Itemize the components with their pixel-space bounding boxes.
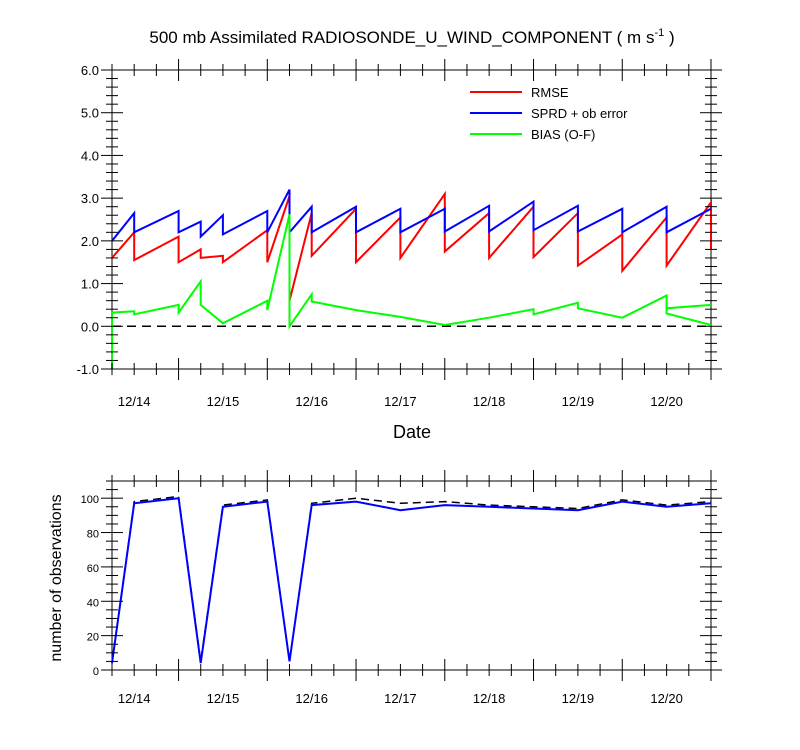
x-tick-label: 12/15 [207,394,240,409]
y-tick-label: 100 [81,494,99,506]
y-tick-label: 5.0 [81,106,99,121]
y-tick-label: 80 [87,529,99,541]
legend: RMSE SPRD + ob error BIAS (O-F) [470,85,628,142]
chart-title-close: ) [664,28,674,47]
x-tick-label: 12/16 [295,394,328,409]
y-tick-label: 0.0 [81,319,99,334]
x-tick-label: 12/17 [384,691,417,706]
x-axis-label: Date [393,422,431,442]
x-tick-label: 12/18 [473,691,506,706]
x-tick-label: 12/19 [562,394,595,409]
x-tick-label: 12/14 [118,394,151,409]
chart-title-main: 500 mb Assimilated RADIOSONDE_U_WIND_COM… [149,28,654,47]
y-tick-label: 20 [87,632,99,644]
x-tick-label: 12/14 [118,691,151,706]
y-tick-label: 4.0 [81,148,99,163]
y-tick-label: 2.0 [81,234,99,249]
y-tick-label: 1.0 [81,277,99,292]
series-line-used [111,497,712,664]
series-line-sprd-ob-error [111,189,712,242]
chart-title-exponent: -1 [654,27,664,39]
x-tick-label: 12/15 [207,691,240,706]
y-tick-label: -1.0 [77,362,99,377]
x-tick-label: 12/17 [384,394,417,409]
y-tick-label: 60 [87,563,99,575]
legend-label: RMSE [531,85,569,100]
y-axis-label-bottom: number of observations [48,494,65,661]
x-tick-label: 12/19 [562,691,595,706]
series-line-rmse [111,190,712,301]
bottom-panel: 0 20 40 60 80 100 12/14 12/15 12/16 12/17 12/18 12/… [81,470,722,706]
x-tick-label: 12/16 [295,691,328,706]
y-tick-label: 0 [93,666,99,678]
series-line-bias-o-f- [111,214,712,369]
x-tick-label: 12/20 [650,394,683,409]
x-tick-label: 12/20 [650,691,683,706]
legend-label: BIAS (O-F) [531,127,595,142]
series-line-bias-tail [665,304,712,326]
y-tick-label: 6.0 [81,63,99,78]
x-tick-label: 12/18 [473,394,506,409]
series-line-possible [111,495,712,664]
y-tick-label: 40 [87,597,99,609]
y-tick-label: 3.0 [81,191,99,206]
chart-title: 500 mb Assimilated RADIOSONDE_U_WIND_COM… [149,27,674,47]
legend-label: SPRD + ob error [531,106,628,121]
top-panel: -1.0 0.0 1.0 2.0 3.0 4.0 5.0 6.0 12/14 12/15 12/16… [77,59,722,409]
